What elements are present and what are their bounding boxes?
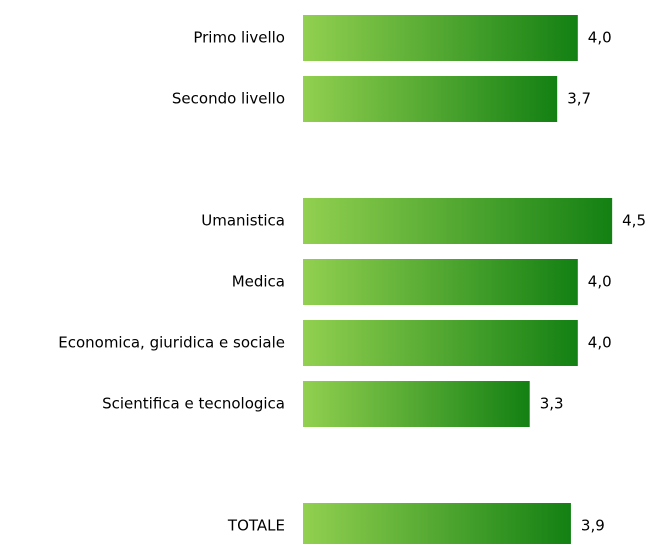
value-label: 4,0: [588, 334, 612, 352]
value-label: 3,3: [540, 395, 564, 413]
category-label: Secondo livello: [172, 90, 285, 108]
bar: [303, 15, 578, 61]
value-label: 4,0: [588, 273, 612, 291]
category-label: Primo livello: [193, 29, 285, 47]
bar: [303, 381, 530, 427]
bar: [303, 259, 578, 305]
value-label: 3,9: [581, 517, 605, 535]
value-label: 4,5: [622, 212, 646, 230]
bar: [303, 503, 571, 544]
category-label: Medica: [232, 273, 285, 291]
bar: [303, 198, 613, 244]
category-label: Umanistica: [201, 212, 285, 230]
category-label: Economica, giuridica e sociale: [58, 334, 285, 352]
category-label: Scientifica e tecnologica: [102, 395, 285, 413]
value-label: 3,7: [567, 90, 591, 108]
bar: [303, 320, 578, 366]
bar: [303, 76, 558, 122]
value-label: 4,0: [588, 29, 612, 47]
category-label: TOTALE: [227, 517, 285, 535]
